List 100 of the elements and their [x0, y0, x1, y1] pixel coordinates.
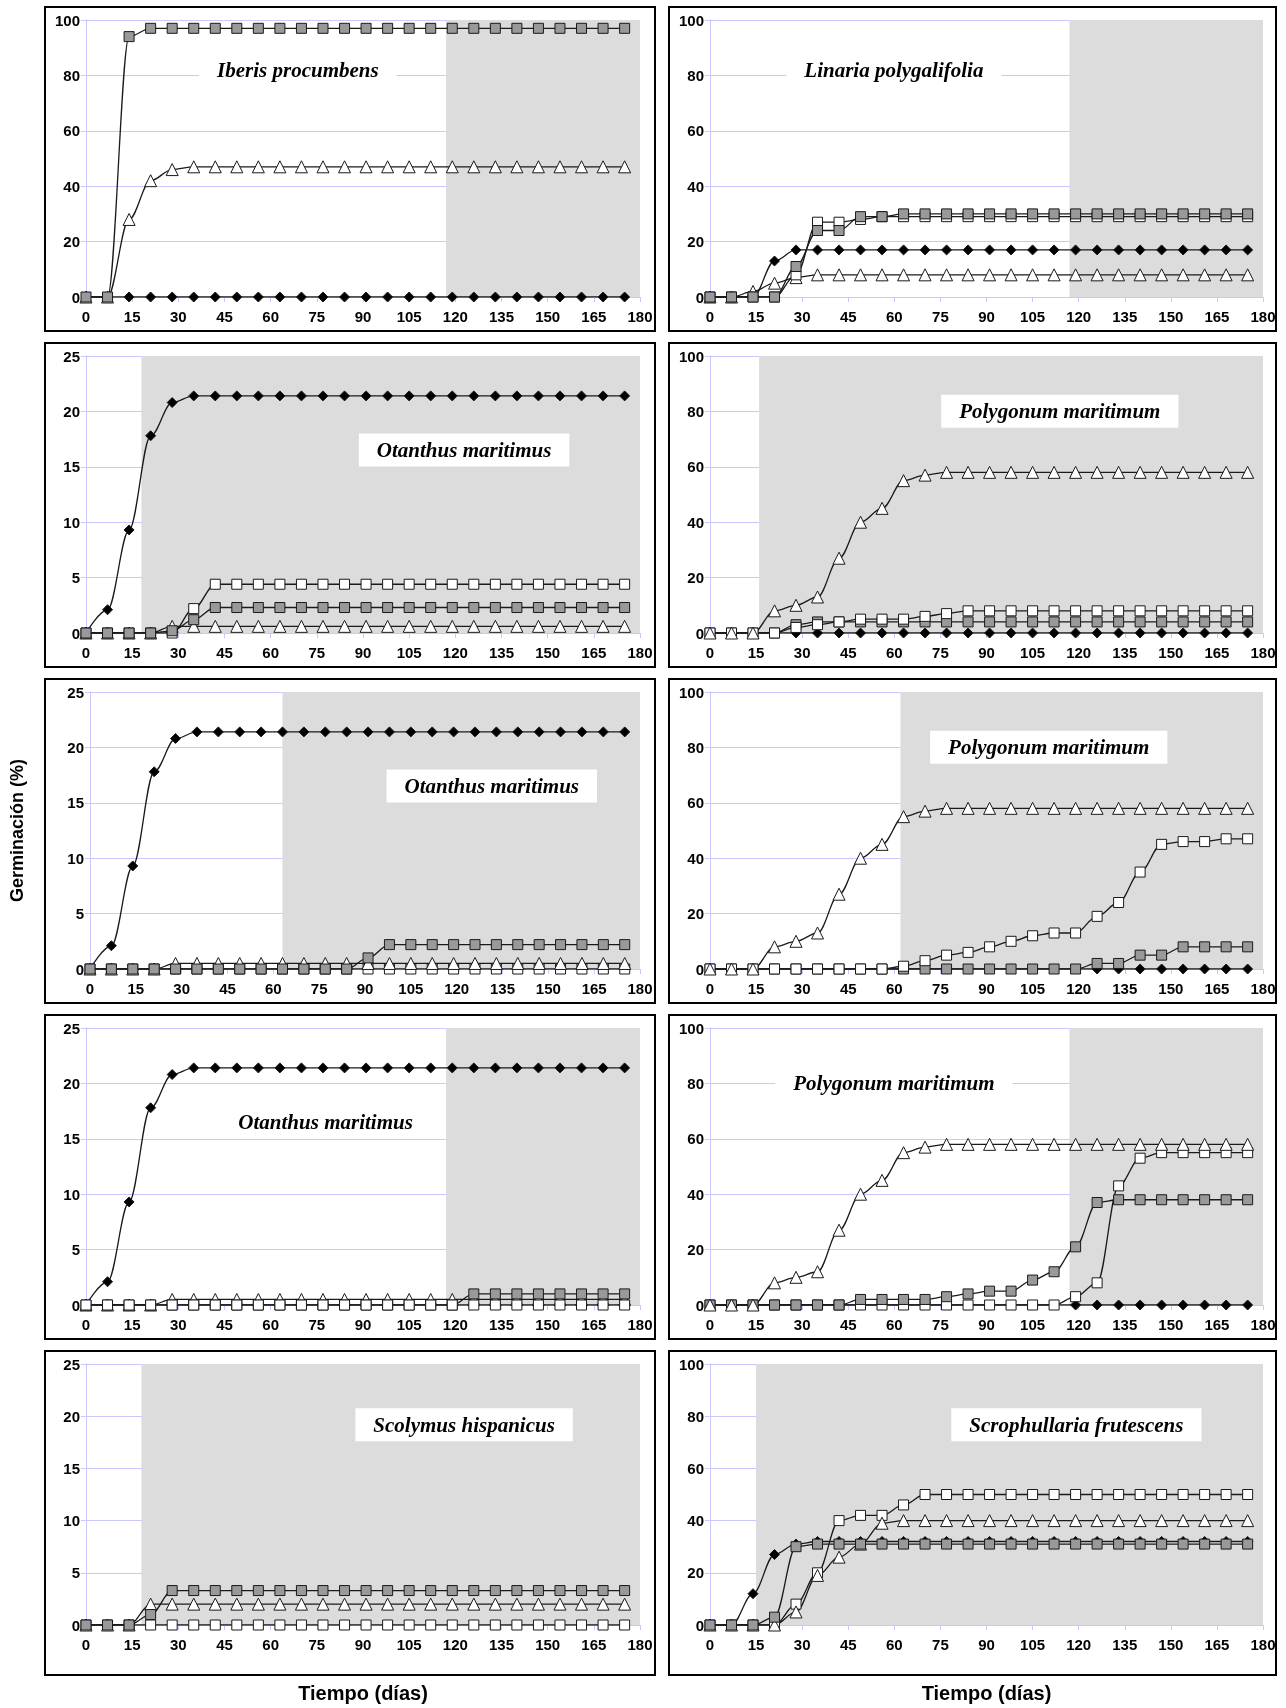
y-tick-label: 0 — [75, 960, 84, 978]
y-tick-label: 100 — [54, 11, 80, 29]
x-tick-label: 30 — [169, 1316, 187, 1333]
y-tick-label: 25 — [63, 1019, 80, 1037]
x-tick-label: 135 — [489, 980, 516, 997]
x-tick-label: 105 — [1020, 980, 1046, 997]
y-tick-label: 5 — [71, 1241, 80, 1259]
x-tick-label: 135 — [1112, 308, 1138, 325]
text: Polygonum maritimum — [958, 399, 1161, 424]
y-tick-label: 20 — [687, 1564, 704, 1582]
x-tick-label: 15 — [747, 644, 765, 661]
x-tick-label: 120 — [442, 644, 468, 661]
x-tick-label: 165 — [581, 644, 607, 661]
y-tick-label: 10 — [63, 1512, 80, 1530]
x-tick-label: 15 — [123, 308, 141, 325]
x-tick-label: 180 — [627, 980, 653, 997]
x-tick-label: 60 — [885, 1316, 903, 1333]
y-tick-label: 80 — [63, 66, 80, 84]
x-tick-label: 105 — [396, 1636, 422, 1653]
x-tick-label: 45 — [839, 1636, 857, 1653]
x-tick-label: 135 — [1112, 1636, 1138, 1653]
y-tick-label: 0 — [695, 1296, 704, 1314]
x-tick-label: 45 — [839, 308, 857, 325]
x-tick-label: 75 — [932, 308, 949, 325]
x-tick-label: 165 — [1204, 980, 1230, 997]
y-tick-label: 100 — [678, 11, 704, 29]
x-tick-label: 150 — [1158, 308, 1184, 325]
x-tick-label: 180 — [1250, 1316, 1276, 1333]
x-tick-label: 150 — [1158, 1316, 1184, 1333]
text: Polygonum maritimum — [792, 1071, 995, 1096]
x-tick-label: 45 — [216, 644, 233, 661]
x-tick-label: 180 — [1250, 644, 1276, 661]
x-tick-label: 120 — [444, 980, 470, 997]
x-tick-label: 75 — [308, 308, 326, 325]
x-tick-label: 90 — [354, 1316, 372, 1333]
y-tick-label: 100 — [678, 1355, 704, 1373]
x-tick-label: 165 — [1204, 308, 1230, 325]
x-tick-label: 165 — [581, 980, 607, 997]
x-tick-label: 165 — [1204, 644, 1230, 661]
x-tick-label: 90 — [354, 308, 372, 325]
x-tick-label: 165 — [581, 1636, 607, 1653]
x-tick-label: 150 — [535, 308, 561, 325]
y-tick-label: 15 — [63, 1130, 80, 1148]
x-tick-label: 90 — [978, 980, 995, 997]
x-tick-label: 45 — [216, 1316, 233, 1333]
y-tick-label: 20 — [63, 233, 80, 251]
x-tick-label: 135 — [488, 644, 515, 661]
y-tick-label: 15 — [67, 794, 84, 812]
y-tick-label: 40 — [687, 849, 704, 867]
text: Scrophullaria frutescens — [969, 1412, 1184, 1437]
y-tick-label: 25 — [63, 1355, 80, 1373]
x-tick-label: 120 — [442, 308, 468, 325]
x-tick-label: 135 — [488, 1316, 515, 1333]
x-tick-label: 45 — [839, 1316, 857, 1333]
y-tick-label: 80 — [687, 402, 704, 420]
x-tick-label: 180 — [1250, 980, 1276, 997]
x-tick-label: 90 — [356, 980, 374, 997]
x-tick-label: 105 — [1020, 308, 1046, 325]
y-tick-label: 80 — [687, 1074, 704, 1092]
y-tick-label: 5 — [75, 905, 84, 923]
y-tick-label: 20 — [687, 905, 704, 923]
x-tick-label: 15 — [747, 1636, 765, 1653]
text: Polygonum maritimum — [947, 735, 1150, 760]
x-tick-label: 150 — [535, 980, 561, 997]
x-tick-label: 90 — [978, 1636, 995, 1653]
x-tick-label: 105 — [396, 308, 422, 325]
x-tick-label: 180 — [1250, 1636, 1276, 1653]
x-tick-label: 135 — [1112, 644, 1138, 661]
x-tick-label: 30 — [793, 980, 811, 997]
y-tick-label: 5 — [71, 1564, 80, 1582]
text: Scolymus hispanicus — [373, 1412, 555, 1437]
y-tick-label: 10 — [63, 513, 80, 531]
y-tick-label: 5 — [71, 569, 80, 587]
x-tick-label: 45 — [839, 644, 857, 661]
x-tick-label: 120 — [1066, 644, 1092, 661]
x-tick-label: 75 — [932, 644, 949, 661]
x-tick-label: 135 — [1112, 1316, 1138, 1333]
x-tick-label: 150 — [1158, 980, 1184, 997]
y-tick-label: 40 — [687, 1512, 704, 1530]
x-tick-label: 120 — [1066, 1316, 1092, 1333]
y-tick-label: 0 — [695, 1616, 704, 1634]
y-tick-label: 40 — [687, 1185, 704, 1203]
x-tick-label: 165 — [1204, 1316, 1230, 1333]
x-tick-label: 150 — [1158, 1636, 1184, 1653]
y-tick-label: 10 — [67, 849, 84, 867]
x-tick-label: 180 — [627, 308, 653, 325]
y-tick-label: 20 — [687, 1241, 704, 1259]
x-tick-label: 60 — [262, 644, 280, 661]
y-tick-label: 40 — [63, 177, 80, 195]
y-tick-label: 20 — [63, 402, 80, 420]
x-tick-label: 165 — [1204, 1636, 1230, 1653]
x-tick-label: 30 — [793, 1316, 811, 1333]
y-tick-label: 60 — [687, 1459, 704, 1477]
x-tick-label: 105 — [1020, 1316, 1046, 1333]
y-tick-label: 0 — [71, 1296, 80, 1314]
y-tick-label: 0 — [71, 624, 80, 642]
x-tick-label: 75 — [310, 980, 328, 997]
y-tick-label: 60 — [687, 458, 704, 476]
x-tick-label: 180 — [627, 1636, 653, 1653]
y-tick-label: 10 — [63, 1185, 80, 1203]
